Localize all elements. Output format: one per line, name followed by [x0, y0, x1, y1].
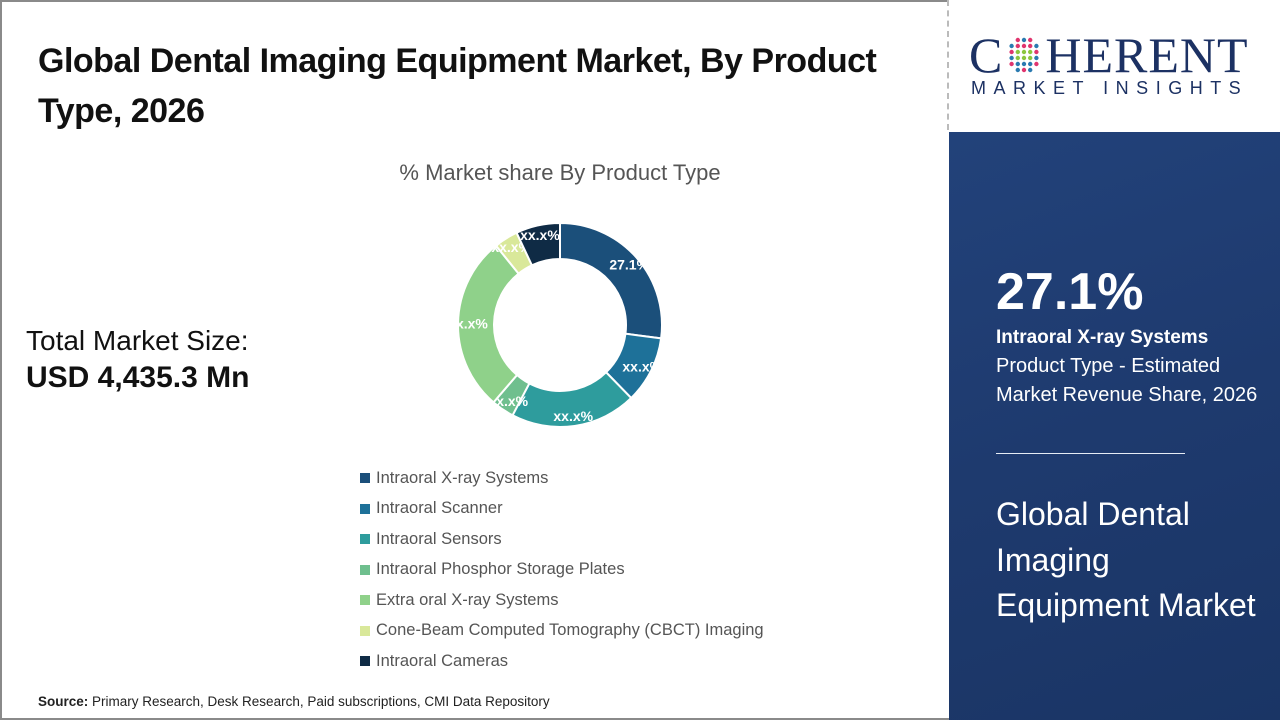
- legend-item: Extra oral X-ray Systems: [360, 585, 764, 616]
- donut-slice: [559, 221, 663, 340]
- legend-item: Intraoral Scanner: [360, 494, 764, 525]
- source-note: Source: Primary Research, Desk Research,…: [38, 694, 550, 709]
- total-market-label: Total Market Size:: [26, 325, 249, 356]
- legend-label: Cone-Beam Computed Tomography (CBCT) Ima…: [376, 621, 764, 640]
- donut-chart: 27.1%xx.x%xx.x%xx.x%xx.x%xx.x%xx.x%: [452, 221, 663, 428]
- legend-label: Intraoral Cameras: [376, 651, 509, 670]
- legend-swatch: [360, 503, 370, 514]
- logo-letter-c: C: [969, 27, 1004, 83]
- legend-label: Intraoral Scanner: [376, 499, 503, 518]
- divider: [947, 0, 949, 130]
- slice-label: xx.x%: [553, 408, 593, 424]
- legend-swatch: [360, 473, 370, 484]
- source-text: Primary Research, Desk Research, Paid su…: [88, 694, 550, 709]
- donut-slice: [515, 221, 561, 267]
- highlight-panel: 27.1% Intraoral X-ray Systems Product Ty…: [949, 132, 1280, 720]
- legend-label: Intraoral Sensors: [376, 529, 502, 548]
- slice-label: 27.1%: [609, 256, 649, 272]
- legend-item: Intraoral Phosphor Storage Plates: [360, 555, 764, 586]
- legend-swatch: [360, 564, 370, 575]
- logo-tagline: MARKET INSIGHTS: [971, 78, 1249, 98]
- panel-divider: [996, 453, 1185, 454]
- source-label: Source:: [38, 694, 89, 709]
- logo-letters: HERENT: [1045, 27, 1249, 83]
- slice-label: xx.x%: [520, 227, 560, 243]
- globe-icon: [1009, 37, 1039, 73]
- legend-item: Intraoral X-ray Systems: [360, 463, 764, 494]
- slice-label: xx.x%: [452, 316, 488, 332]
- legend-item: Cone-Beam Computed Tomography (CBCT) Ima…: [360, 616, 764, 647]
- chart-legend: Intraoral X-ray Systems Intraoral Scanner…: [360, 463, 764, 677]
- page-title: Global Dental Imaging Equipment Market, …: [38, 42, 877, 130]
- chart-title: % Market share By Product Type: [399, 160, 721, 185]
- legend-item: Intraoral Cameras: [360, 646, 764, 677]
- legend-item: Intraoral Sensors: [360, 524, 764, 555]
- logo-wordmark: C HERENT: [969, 30, 1249, 80]
- legend-swatch: [360, 656, 370, 667]
- highlight-percentage: 27.1%: [996, 263, 1144, 321]
- highlight-segment: Intraoral X-ray Systems: [996, 327, 1209, 348]
- slice-label: xx.x%: [622, 358, 662, 374]
- legend-label: Intraoral Phosphor Storage Plates: [376, 560, 625, 579]
- highlight-description: Product Type - Estimated Market Revenue …: [996, 355, 1258, 406]
- legend-swatch: [360, 625, 370, 636]
- legend-swatch: [360, 595, 370, 606]
- legend-label: Extra oral X-ray Systems: [376, 590, 559, 609]
- legend-swatch: [360, 534, 370, 545]
- legend-label: Intraoral X-ray Systems: [376, 468, 549, 487]
- total-market-value: USD 4,435.3 Mn: [26, 361, 250, 394]
- total-market-size: Total Market Size: USD 4,435.3 Mn: [26, 325, 249, 395]
- logo: C HERENT MARKET INSIGHTS: [949, 0, 1280, 132]
- market-name: Global Dental Imaging Equipment Market: [996, 496, 1256, 623]
